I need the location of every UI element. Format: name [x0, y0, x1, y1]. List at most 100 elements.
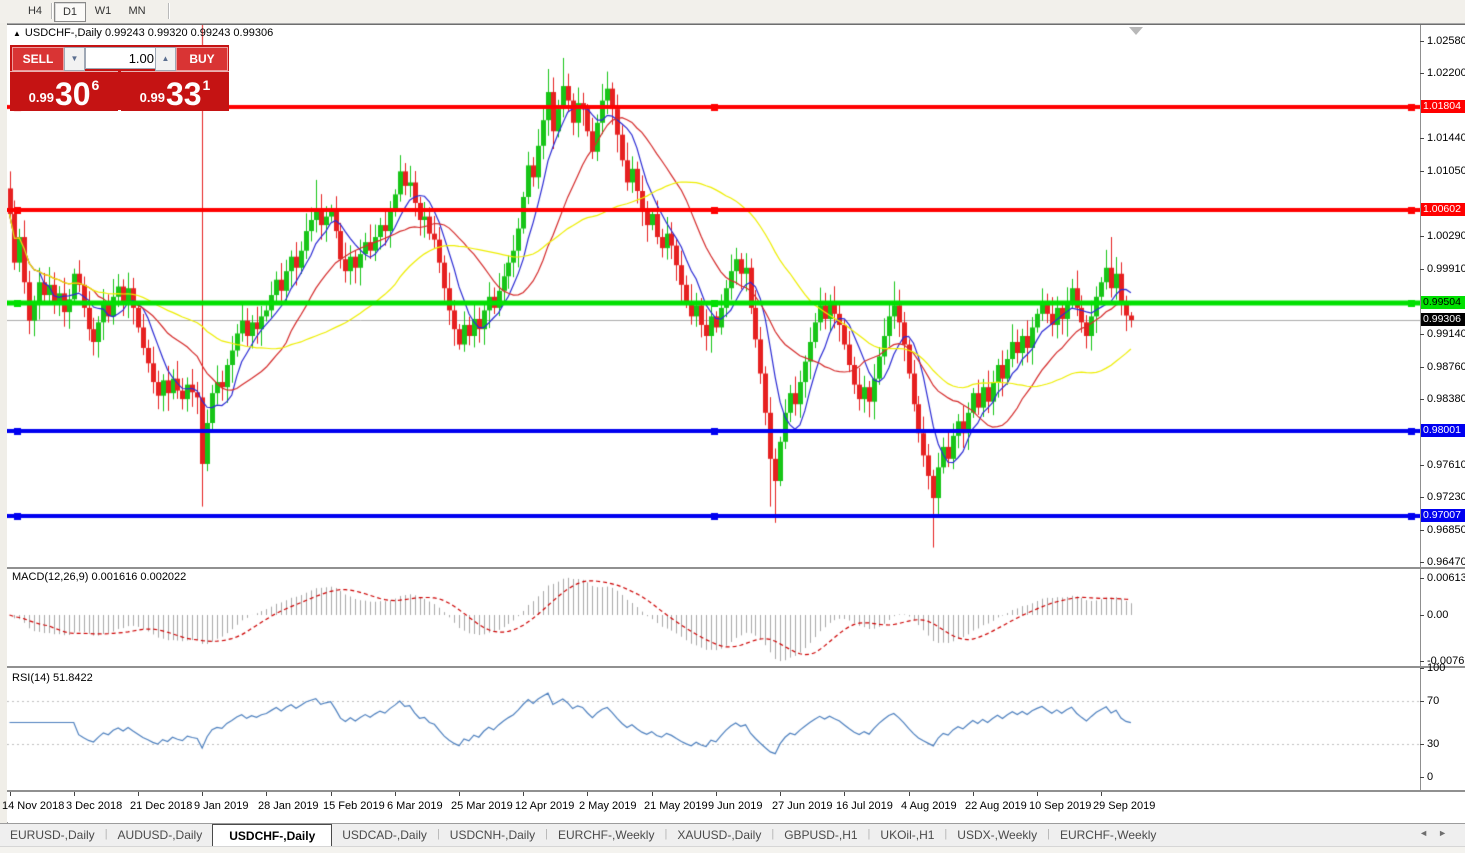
tab-scroll-right-icon[interactable]: ►	[1438, 828, 1457, 838]
date-axis[interactable]: 14 Nov 2018 3 Dec 2018 21 Dec 2018 9 Jan 20…	[2, 792, 1420, 822]
buy-price-frac: 0.99	[139, 90, 165, 105]
price-axis-tick	[1420, 73, 1424, 74]
tab-separator: |	[664, 828, 668, 840]
sell-button[interactable]: SELL	[12, 47, 64, 71]
rsi-pane-canvas[interactable]	[7, 668, 1420, 790]
date-label: 12 Apr 2019	[515, 800, 575, 812]
chart-tab-usdx-weekly[interactable]: USDX-,Weekly	[957, 828, 1038, 842]
date-tick	[652, 792, 653, 796]
price-axis-label: 0.97230	[1427, 491, 1465, 503]
macd-pane-canvas[interactable]	[7, 569, 1420, 666]
buy-price-pip: 1	[202, 77, 211, 93]
chart-tab-ukoil-h1[interactable]: UKOil-,H1	[880, 828, 935, 842]
chart-tab-usdcad-daily[interactable]: USDCAD-,Daily	[342, 828, 427, 842]
macd-label: MACD(12,26,9) 0.001616 0.002022	[12, 571, 187, 583]
macd-axis-label: -0.007612	[1427, 655, 1465, 667]
date-label: 21 May 2019	[644, 800, 708, 812]
rsi-label: RSI(14) 51.8422	[12, 672, 93, 684]
price-axis-tick	[1420, 399, 1424, 400]
timeframe-button-d1[interactable]: D1	[54, 2, 86, 22]
chart-tab-bar: EURUSD-,Daily | AUDUSD-,Daily USDCHF-,Daily…	[0, 823, 1465, 847]
status-strip	[0, 846, 1465, 853]
tab-separator: |	[545, 828, 548, 840]
date-label: 25 Mar 2019	[451, 800, 513, 812]
tab-separator: |	[867, 828, 871, 840]
tab-separator: |	[104, 828, 108, 840]
date-label: 6 Mar 2019	[387, 800, 443, 812]
chart-title: ▲ USDCHF-,Daily 0.99243 0.99320 0.99243 0…	[13, 27, 273, 39]
volume-increase-button[interactable]: ▲	[155, 47, 176, 71]
price-axis-tick	[1420, 367, 1424, 368]
chart-tab-gbpusd-h1[interactable]: GBPUSD-,H1	[784, 828, 858, 842]
macd-axis-tick	[1420, 661, 1424, 662]
date-tick	[10, 792, 11, 796]
price-axis-label: 0.99910	[1427, 263, 1465, 275]
price-axis-label: 1.02200	[1427, 67, 1465, 79]
price-axis-label: 0.98380	[1427, 393, 1465, 405]
timeframe-button-mn[interactable]: MN	[128, 5, 146, 17]
buy-price-big: 33	[165, 76, 202, 112]
toolbar-separator	[168, 3, 170, 19]
hline-price-label: 0.99504	[1421, 296, 1465, 309]
buy-button[interactable]: BUY	[176, 47, 228, 71]
date-label: 10 Sep 2019	[1029, 800, 1092, 812]
date-tick	[523, 792, 524, 796]
price-axis-tick	[1420, 334, 1424, 335]
date-tick	[74, 792, 75, 796]
rsi-axis-label: 30	[1427, 738, 1440, 750]
volume-input[interactable]	[85, 47, 159, 69]
price-axis-label: 0.96850	[1427, 524, 1465, 536]
chart-top-border	[7, 24, 1465, 25]
date-label: 14 Nov 2018	[2, 800, 65, 812]
chart-tab-usdchf-daily[interactable]: USDCHF-,Daily	[212, 824, 333, 847]
tab-separator: |	[436, 828, 440, 840]
chart-shift-marker-icon[interactable]	[1129, 27, 1143, 35]
date-tick	[587, 792, 588, 796]
volume-decrease-button[interactable]: ▼	[64, 47, 85, 71]
chart-tab-eurchf-weekly[interactable]: EURCHF-,Weekly	[558, 828, 655, 842]
date-label: 3 Dec 2018	[66, 800, 123, 812]
date-tick	[844, 792, 845, 796]
date-label: 4 Aug 2019	[901, 800, 957, 812]
rsi-axis-tick	[1420, 777, 1424, 778]
date-label: 15 Feb 2019	[323, 800, 385, 812]
hline-price-label: 1.01804	[1421, 100, 1465, 113]
price-axis-tick	[1420, 236, 1424, 237]
date-tick	[1101, 792, 1102, 796]
price-axis-tick	[1420, 41, 1424, 42]
tab-separator: |	[1047, 828, 1050, 840]
collapse-panel-icon[interactable]: ▲	[13, 29, 21, 38]
date-tick	[138, 792, 139, 796]
price-axis-label: 0.97610	[1427, 459, 1465, 471]
date-label: 21 Dec 2018	[130, 800, 193, 812]
macd-axis-label: 0.00613	[1427, 572, 1465, 584]
symbol-ohlc-text: USDCHF-,Daily 0.99243 0.99320 0.99243 0.…	[24, 27, 274, 39]
main-chart-canvas[interactable]	[7, 25, 1420, 567]
tab-scroll-left-icon[interactable]: ◄	[1419, 828, 1439, 838]
chart-tab-audusd-daily[interactable]: AUDUSD-,Daily	[117, 828, 203, 842]
timeframe-toolbar: H4 D1 W1 MN	[0, 0, 1465, 24]
chart-tab-usdcnh-daily[interactable]: USDCNH-,Daily	[449, 828, 536, 842]
sell-price-display[interactable]: 0.99 30 6	[10, 71, 118, 111]
rsi-axis-tick	[1420, 668, 1424, 669]
date-tick	[780, 792, 781, 796]
date-label: 9 Jun 2019	[708, 800, 763, 812]
timeframe-button-w1[interactable]: W1	[94, 5, 112, 17]
date-tick	[909, 792, 910, 796]
price-axis-label: 0.96470	[1427, 556, 1465, 568]
timeframe-button-h4[interactable]: H4	[27, 5, 43, 17]
buy-price-display[interactable]: 0.99 33 1	[121, 71, 229, 111]
hline-price-label: 0.97007	[1421, 509, 1465, 522]
chart-tab-xauusd-daily[interactable]: XAUUSD-,Daily	[677, 828, 762, 842]
macd-axis-tick	[1420, 578, 1424, 579]
price-axis-tick	[1420, 465, 1424, 466]
rsi-axis-tick	[1420, 701, 1424, 702]
chart-tab-eurusd-daily[interactable]: EURUSD-,Daily	[10, 828, 95, 842]
date-label: 29 Sep 2019	[1093, 800, 1156, 812]
chart-tab-eurchf-weekly[interactable]: EURCHF-,Weekly	[1059, 828, 1157, 842]
rsi-axis-label: 0	[1427, 771, 1434, 783]
date-tick	[266, 792, 267, 796]
date-label: 16 Jul 2019	[836, 800, 893, 812]
price-axis-tick	[1420, 171, 1424, 172]
